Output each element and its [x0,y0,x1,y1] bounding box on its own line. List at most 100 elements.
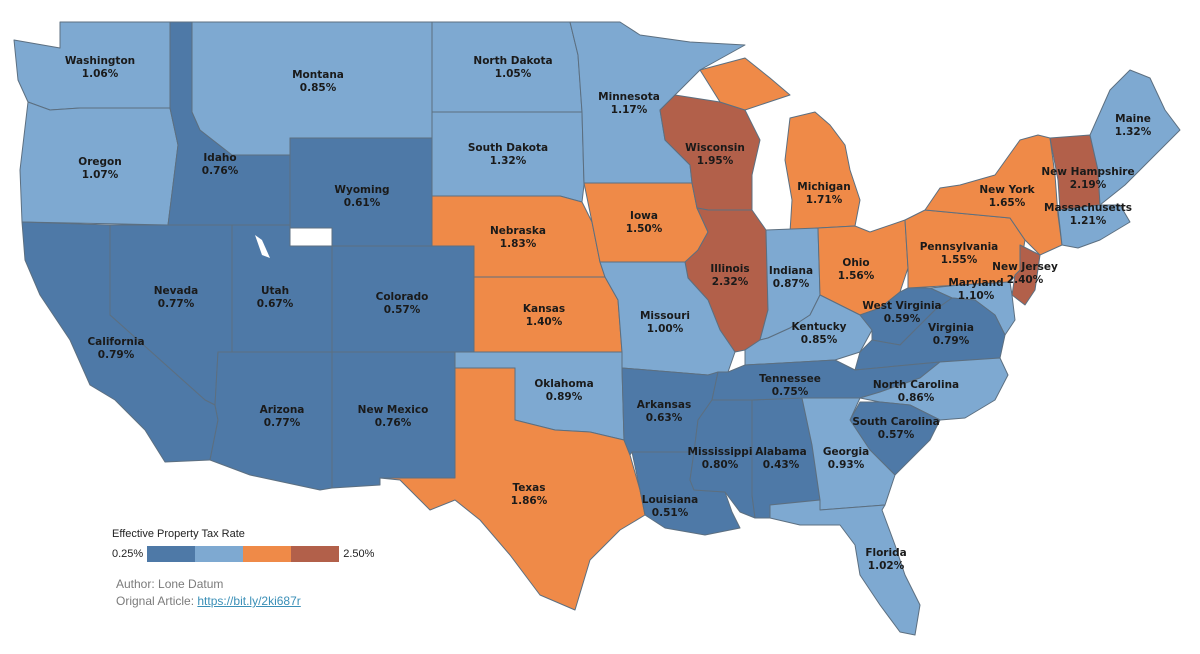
state-texas[interactable] [379,367,646,611]
state-label-arizona: Arizona [260,404,305,416]
state-label-texas: Texas [513,482,546,494]
state-rate-utah: 0.67% [257,298,294,310]
state-label-wyoming: Wyoming [334,184,389,196]
state-label-oregon: Oregon [78,156,121,168]
state-rate-arizona: 0.77% [264,417,301,429]
state-label-wisconsin: Wisconsin [685,142,745,154]
state-label-south-dakota: South Dakota [468,142,548,154]
state-label-indiana: Indiana [769,265,813,277]
legend-swatch-3 [243,546,292,562]
state-label-idaho: Idaho [203,152,236,164]
state-georgia[interactable] [801,397,896,511]
article-prefix: Orignal Article: [116,594,195,608]
state-rate-new-jersey: 2.40% [1007,274,1044,286]
state-label-california: California [87,336,144,348]
state-label-kentucky: Kentucky [791,321,846,333]
state-label-georgia: Georgia [823,446,869,458]
state-label-south-carolina: South Carolina [852,416,939,428]
state-label-colorado: Colorado [376,291,429,303]
state-california[interactable] [21,221,219,463]
legend-swatch-2 [195,546,244,562]
state-rate-missouri: 1.00% [647,323,684,335]
state-rate-tennessee: 0.75% [772,386,809,398]
state-label-maryland: Maryland [948,277,1003,289]
state-label-illinois: Illinois [710,263,749,275]
state-label-utah: Utah [261,285,289,297]
state-label-new-york: New York [979,184,1035,196]
legend-title: Effective Property Tax Rate [112,528,245,540]
state-label-arkansas: Arkansas [637,399,691,411]
state-label-massachusetts: Massachusetts [1044,202,1132,214]
state-label-oklahoma: Oklahoma [534,378,593,390]
state-maine[interactable] [1089,69,1181,206]
state-label-iowa: Iowa [630,210,658,222]
state-rate-new-hampshire: 2.19% [1070,179,1107,191]
state-label-virginia: Virginia [928,322,974,334]
state-north-dakota[interactable] [431,21,583,113]
state-rate-new-york: 1.65% [989,197,1026,209]
state-label-missouri: Missouri [640,310,690,322]
state-rate-california: 0.79% [98,349,135,361]
state-label-maine: Maine [1115,113,1151,125]
state-rate-louisiana: 0.51% [652,507,689,519]
state-label-minnesota: Minnesota [598,91,660,103]
state-rate-montana: 0.85% [300,82,337,94]
state-label-new-mexico: New Mexico [358,404,429,416]
state-rate-virginia: 0.79% [933,335,970,347]
state-label-pennsylvania: Pennsylvania [920,241,999,253]
state-rate-alabama: 0.43% [763,459,800,471]
state-florida[interactable] [769,499,921,636]
article-link[interactable]: https://bit.ly/2ki687r [197,594,301,608]
state-label-montana: Montana [292,69,344,81]
state-rate-indiana: 0.87% [773,278,810,290]
state-rate-nevada: 0.77% [158,298,195,310]
legend: Effective Property Tax Rate 0.25% 2.50% [112,528,374,562]
state-rate-kentucky: 0.85% [801,334,838,346]
state-rate-west-virginia: 0.59% [884,313,921,325]
state-new-york[interactable] [924,134,1063,256]
state-rate-georgia: 0.93% [828,459,865,471]
state-rate-kansas: 1.40% [526,316,563,328]
state-rate-idaho: 0.76% [202,165,239,177]
state-label-tennessee: Tennessee [759,373,821,385]
state-rate-minnesota: 1.17% [611,104,648,116]
credits: Author: Lone Datum Orignal Article: http… [116,576,301,610]
state-rate-north-dakota: 1.05% [495,68,532,80]
state-rate-oregon: 1.07% [82,169,119,181]
legend-swatch-4 [291,546,340,562]
state-rate-south-carolina: 0.57% [878,429,915,441]
state-new-jersey[interactable] [1011,244,1041,306]
state-rate-massachusetts: 1.21% [1070,215,1107,227]
state-label-new-jersey: New Jersey [992,261,1058,273]
state-label-mississippi: Mississippi [688,446,753,458]
state-rate-washington: 1.06% [82,68,119,80]
state-label-florida: Florida [865,547,906,559]
state-label-west-virginia: West Virginia [862,300,941,312]
state-rate-illinois: 2.32% [712,276,749,288]
state-label-kansas: Kansas [523,303,565,315]
state-rate-new-mexico: 0.76% [375,417,412,429]
state-label-alabama: Alabama [755,446,806,458]
state-label-ohio: Ohio [842,257,869,269]
state-rate-maine: 1.32% [1115,126,1152,138]
state-michigan[interactable] [699,57,861,233]
great-salt-lake-icon [255,235,270,258]
state-rate-iowa: 1.50% [626,223,663,235]
article-line: Orignal Article: https://bit.ly/2ki687r [116,593,301,610]
state-rate-wisconsin: 1.95% [697,155,734,167]
state-massachusetts[interactable] [1057,204,1131,249]
legend-swatch-1 [147,546,196,562]
state-rate-oklahoma: 0.89% [546,391,583,403]
state-rate-south-dakota: 1.32% [490,155,527,167]
state-label-north-carolina: North Carolina [873,379,959,391]
state-rate-michigan: 1.71% [806,194,843,206]
state-label-washington: Washington [65,55,135,67]
legend-min: 0.25% [112,548,144,560]
state-rate-ohio: 1.56% [838,270,875,282]
state-rate-pennsylvania: 1.55% [941,254,978,266]
state-label-michigan: Michigan [797,181,850,193]
author-text: Author: Lone Datum [116,577,224,591]
state-label-louisiana: Louisiana [642,494,698,506]
state-label-nevada: Nevada [154,285,198,297]
